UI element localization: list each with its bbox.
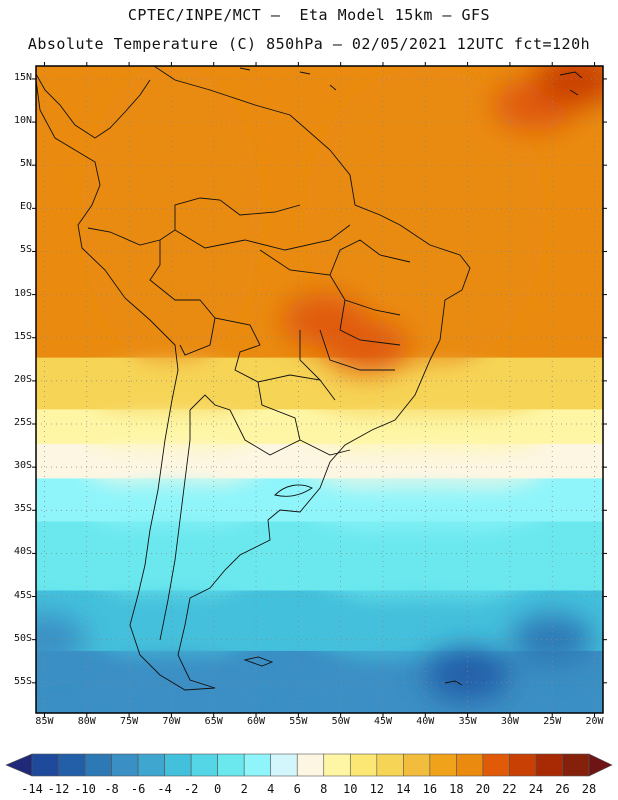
longitude-label: 50W (331, 716, 350, 727)
colorbar-arrow-left (5, 753, 33, 777)
colorbar-label: 26 (555, 782, 570, 796)
axis-ticks (32, 62, 607, 717)
colorbar-swatch (323, 753, 351, 777)
colorbar-label: 18 (449, 782, 464, 796)
colorbar-label: -10 (74, 782, 96, 796)
colorbar-label: 24 (528, 782, 544, 796)
colorbar-label: -4 (157, 782, 172, 796)
colorbar-swatch (137, 753, 165, 777)
latitude-label: 20S (13, 373, 32, 385)
temperature-spot (324, 320, 409, 373)
temperature-spot (535, 66, 603, 105)
longitude-label: 65W (204, 716, 223, 727)
colorbar (5, 753, 613, 777)
coastline-and-borders (36, 66, 583, 691)
colorbar-label: -8 (104, 782, 119, 796)
colorbar-label: 28 (581, 782, 597, 796)
longitude-label: 30W (500, 716, 519, 727)
colorbar-arrow-right (588, 753, 613, 777)
south-georgia (444, 680, 463, 686)
colorbar-swatch (58, 753, 86, 777)
temperature-spot (425, 648, 510, 701)
colorbar-swatch (270, 753, 298, 777)
map-title: CPTEC/INPE/MCT – Eta Model 15km – GFS (127, 6, 491, 24)
longitude-label: 20W (585, 716, 604, 727)
rio-de-la-plata (274, 484, 313, 497)
colorbar-label: 0 (214, 782, 222, 796)
colorbar-label: 8 (320, 782, 328, 796)
temperature-spot (510, 613, 595, 666)
latitude-label: 10S (13, 287, 32, 299)
caribbean-islands (239, 67, 583, 96)
colorbar-swatch (456, 753, 484, 777)
longitude-label: 70W (162, 716, 181, 727)
colorbar-label: 10 (343, 782, 358, 796)
colorbar-label: -6 (130, 782, 146, 796)
latitude-label: 40S (13, 546, 32, 558)
colorbar-swatch (243, 753, 272, 777)
colorbar-swatch (190, 753, 218, 777)
colorbar-swatch (111, 753, 139, 777)
colorbar-label: -12 (47, 782, 70, 796)
colorbar-label: 22 (502, 782, 517, 796)
latitude-label: 10N (13, 115, 32, 127)
colorbar-swatch (535, 753, 563, 777)
latitude-label: 45S (13, 589, 32, 601)
temperature-field (36, 66, 603, 713)
colorbar-swatch (84, 753, 112, 777)
longitude-label: 80W (77, 716, 96, 727)
latitude-label: 5S (19, 244, 32, 256)
latitude-label: 15N (13, 71, 32, 83)
latitude-label: EQ (19, 201, 32, 213)
colorbar-swatch (31, 753, 59, 777)
central-america-coast (36, 73, 151, 139)
country-borders (87, 197, 351, 641)
longitude-label: 35W (458, 716, 477, 727)
map-subtitle: Absolute Temperature (C) 850hPa – 02/05/… (27, 35, 591, 53)
latitude-label: 5N (19, 158, 32, 170)
south-america-coastline (36, 66, 471, 691)
longitude-label: 75W (120, 716, 139, 727)
longitude-label: 45W (373, 716, 392, 727)
colorbar-swatch (376, 753, 404, 777)
longitude-label: 40W (416, 716, 435, 727)
colorbar-swatch (217, 753, 245, 777)
colorbar-swatch (349, 753, 378, 777)
colorbar-swatch (296, 753, 325, 777)
colorbar-label: 16 (422, 782, 438, 796)
latitude-label: 30S (13, 460, 32, 472)
colorbar-swatch (509, 753, 537, 777)
colorbar-swatch (429, 753, 457, 777)
latitude-label: 50S (13, 632, 32, 644)
temperature-map (32, 62, 607, 717)
colorbar-swatch (164, 753, 192, 777)
longitude-label: 55W (289, 716, 308, 727)
colorbar-label: 2 (240, 782, 248, 796)
latitude-label: 25S (13, 417, 32, 428)
latitude-label: 55S (13, 675, 32, 687)
colorbar-swatch (403, 753, 431, 777)
colorbar-label: 14 (396, 782, 411, 796)
longitude-label: 60W (246, 716, 266, 727)
colorbar-swatch (482, 753, 510, 777)
map-frame (35, 65, 604, 714)
colorbar-label: -14 (21, 782, 43, 796)
colorbar-swatch (562, 753, 590, 777)
longitude-label: 85W (35, 716, 54, 727)
colorbar-label: -2 (183, 782, 199, 796)
colorbar-label: 12 (369, 782, 385, 796)
latitude-label: 15S (13, 330, 32, 342)
colorbar-label: 20 (475, 782, 491, 796)
colorbar-label: 6 (293, 782, 301, 796)
colorbar-label: 4 (267, 782, 275, 796)
brazil-state-borders (259, 239, 411, 381)
latitude-label: 35S (13, 503, 32, 515)
longitude-label: 25W (543, 716, 562, 727)
falkland-islands (243, 656, 274, 667)
